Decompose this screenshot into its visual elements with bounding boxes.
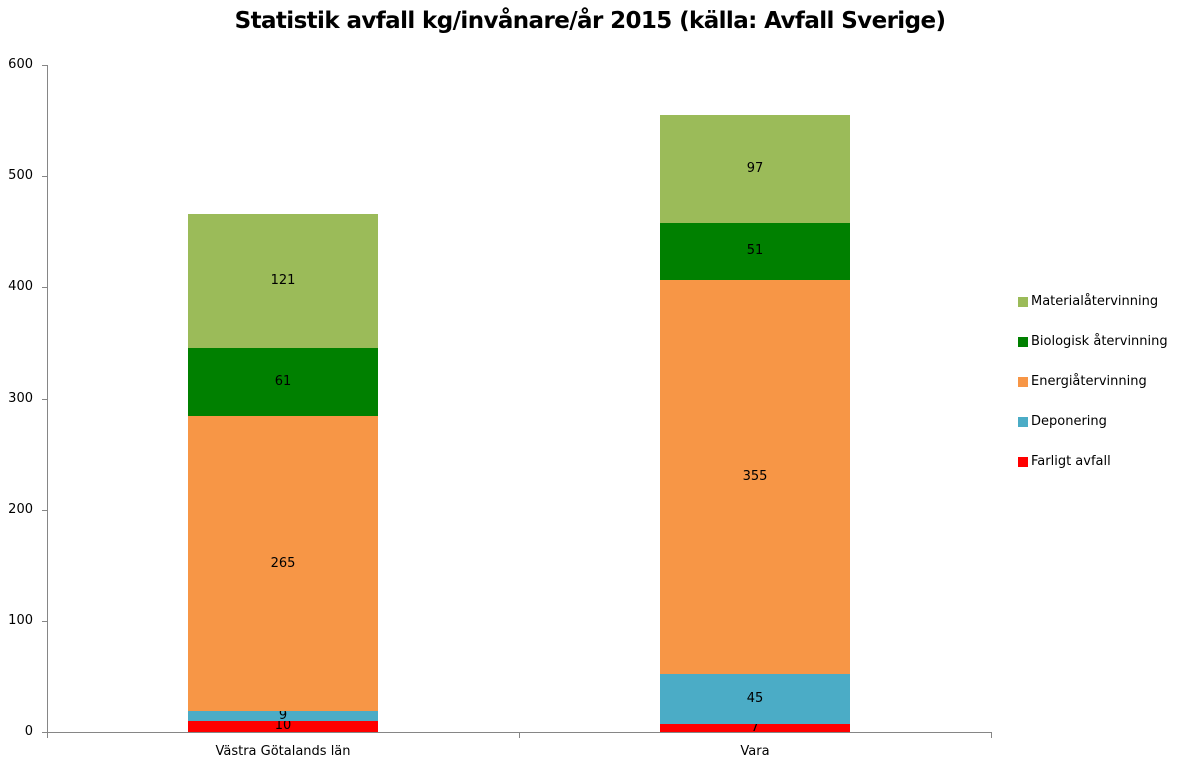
data-label: 9 <box>278 707 288 723</box>
y-tick <box>42 399 47 400</box>
y-tick <box>42 176 47 177</box>
y-tick-label: 500 <box>8 168 33 183</box>
y-tick <box>42 65 47 66</box>
legend-label: Materialåtervinning <box>1031 294 1159 309</box>
y-tick <box>42 621 47 622</box>
legend-label: Energiåtervinning <box>1031 374 1147 389</box>
legend-label: Farligt avfall <box>1031 454 1111 469</box>
y-tick <box>42 510 47 511</box>
chart-title: Statistik avfall kg/invånare/år 2015 (kä… <box>234 8 946 34</box>
data-label: 61 <box>274 374 292 390</box>
y-tick <box>42 287 47 288</box>
legend-item: Materialåtervinning <box>1018 294 1158 309</box>
legend-item: Biologisk återvinning <box>1018 334 1168 349</box>
x-tick <box>519 732 520 738</box>
bar-segment <box>660 115 850 223</box>
x-tick <box>991 732 992 738</box>
bar-segment <box>188 720 378 732</box>
data-label: 45 <box>746 691 764 707</box>
data-label: 7 <box>750 720 760 736</box>
y-tick-label: 300 <box>8 391 33 406</box>
y-tick-label: 600 <box>8 57 33 72</box>
y-tick-label: 100 <box>8 613 33 628</box>
y-tick-label: 400 <box>8 279 33 294</box>
data-label: 265 <box>270 555 296 571</box>
legend-item: Farligt avfall <box>1018 454 1111 469</box>
bar-segment <box>188 710 378 721</box>
data-label: 97 <box>746 160 764 176</box>
bar-segment <box>188 213 378 349</box>
x-tick <box>47 732 48 738</box>
y-axis-line <box>47 65 48 738</box>
legend-swatch-icon <box>1018 456 1028 467</box>
legend-label: Deponering <box>1031 414 1107 429</box>
y-tick-label: 0 <box>24 724 33 739</box>
data-label: 10 <box>274 718 292 734</box>
legend-swatch-icon <box>1018 336 1028 347</box>
legend-item: Energiåtervinning <box>1018 374 1147 389</box>
legend-swatch-icon <box>1018 416 1028 427</box>
data-label: 51 <box>746 243 764 259</box>
data-label: 121 <box>270 273 296 289</box>
bar-segment <box>660 674 850 725</box>
y-tick-label: 200 <box>8 502 33 517</box>
y-tick <box>42 732 47 733</box>
x-tick-label: Vara <box>740 744 770 759</box>
bar-segment <box>188 348 378 417</box>
data-label: 355 <box>742 468 768 484</box>
bar-segment <box>660 279 850 675</box>
bar-segment <box>660 222 850 280</box>
x-tick-label: Västra Götalands län <box>215 744 351 759</box>
bar-segment <box>188 416 378 711</box>
legend-swatch-icon <box>1018 296 1028 307</box>
legend-label: Biologisk återvinning <box>1031 334 1168 349</box>
bar-segment <box>660 724 850 732</box>
legend-item: Deponering <box>1018 414 1107 429</box>
legend-swatch-icon <box>1018 376 1028 387</box>
